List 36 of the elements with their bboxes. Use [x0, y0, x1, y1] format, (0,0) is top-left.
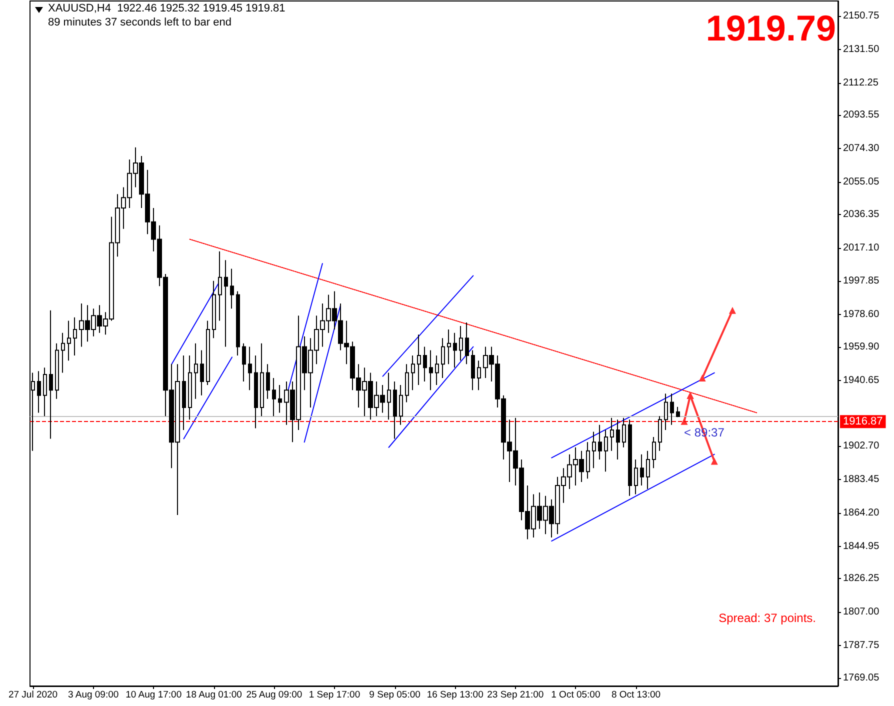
x-tick-label: 1 Sep 17:00: [308, 690, 360, 700]
y-tick-label: 1864.20: [843, 507, 880, 518]
y-tick-label: 1883.45: [843, 474, 880, 486]
y-tick-label: 1959.90: [843, 341, 880, 352]
x-tick-label: 3 Aug 09:00: [68, 690, 119, 700]
y-tick-label: 1997.85: [843, 276, 880, 287]
y-tick-label: 1940.65: [843, 374, 880, 386]
x-tick-label: 8 Oct 13:00: [611, 690, 661, 700]
y-tick-label: 1826.25: [843, 573, 880, 584]
y-tick-label: 1787.75: [843, 640, 880, 652]
y-tick-label: 2093.55: [843, 110, 880, 121]
y-tick-label: 2017.10: [843, 242, 880, 254]
y-tick-label: 2036.35: [843, 208, 880, 220]
annotation: 1919.79: [706, 8, 836, 48]
x-tick-label: 16 Sep 13:00: [426, 690, 484, 700]
x-tick-label: 23 Sep 21:00: [487, 690, 544, 700]
y-tick-label: 2150.75: [843, 10, 880, 22]
y-tick-label: 1807.00: [843, 606, 880, 618]
y-tick-label: 1902.70: [843, 440, 880, 452]
y-tick-label: 1978.60: [843, 309, 880, 320]
y-tick-label: 1769.05: [843, 672, 880, 684]
annotation: Spread: 37 points.: [718, 611, 816, 625]
x-tick-label: 18 Aug 01:00: [186, 690, 242, 700]
x-tick-label: 10 Aug 17:00: [126, 690, 182, 700]
y-tick-label: 2112.25: [843, 77, 879, 88]
x-tick-label: 1 Oct 05:00: [551, 690, 600, 700]
chart-title: XAUUSD,H4 1922.46 1925.32 1919.45 1919.81: [48, 2, 286, 14]
ref-line-label: 1916.87: [843, 416, 883, 428]
x-tick-label: 27 Jul 2020: [8, 690, 58, 700]
y-tick-label: 1844.95: [843, 540, 880, 552]
y-tick-label: 2055.05: [843, 176, 880, 188]
text: 89 minutes 37 seconds left to bar end: [48, 16, 232, 28]
x-tick-label: 9 Sep 05:00: [369, 690, 420, 700]
y-tick-label: 2131.50: [843, 44, 880, 55]
y-tick-label: 2074.30: [843, 143, 880, 154]
x-tick-label: 25 Aug 09:00: [246, 690, 302, 700]
